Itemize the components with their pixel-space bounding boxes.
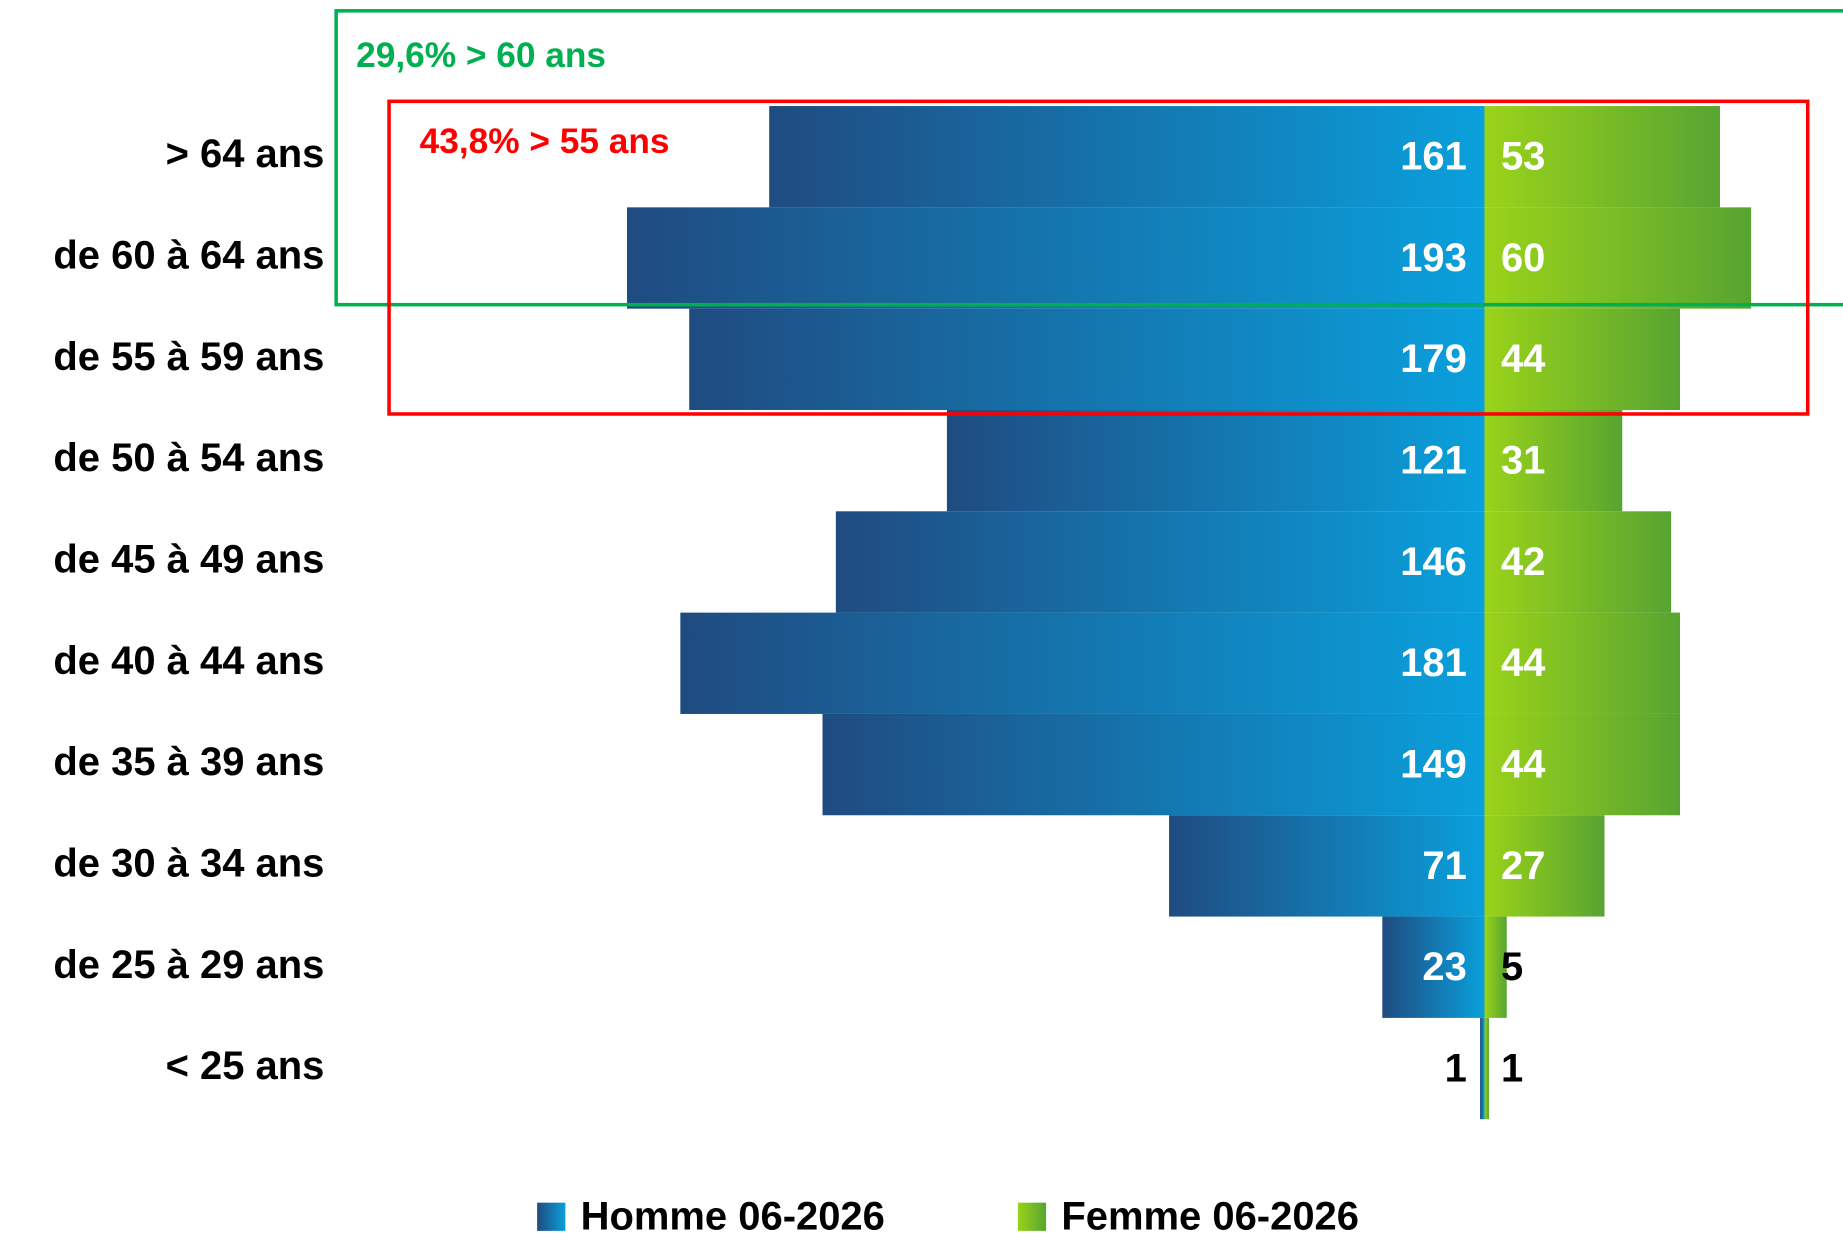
value-label: 193 [1400, 236, 1467, 280]
value-label: 146 [1400, 540, 1467, 584]
bar [1382, 916, 1485, 1018]
value-label: 121 [1400, 439, 1467, 483]
annotation: 43,8% > 55 ans [420, 122, 670, 161]
bar [680, 612, 1485, 714]
value-label: 27 [1501, 844, 1545, 888]
bar [1484, 1017, 1489, 1120]
bar [1480, 1017, 1485, 1120]
category-label: de 50 à 54 ans [53, 436, 324, 480]
bar [946, 409, 1485, 512]
category-label: de 45 à 49 ans [53, 538, 324, 582]
bar [1484, 916, 1507, 1018]
bar [1484, 409, 1623, 512]
annotation: 29,6% > 60 ans [356, 36, 606, 75]
bar [1169, 815, 1485, 917]
bar [689, 308, 1485, 410]
bar [1484, 612, 1680, 714]
category-label: de 55 à 59 ans [53, 335, 324, 379]
value-label: 149 [1400, 743, 1467, 787]
value-label: 44 [1501, 743, 1545, 787]
legend-swatch [1017, 1202, 1047, 1231]
bar [627, 207, 1485, 309]
value-label: 179 [1400, 337, 1467, 381]
value-label: 53 [1501, 135, 1545, 179]
value-label: 31 [1501, 439, 1545, 483]
bar [769, 106, 1485, 208]
value-label: 181 [1400, 641, 1467, 685]
value-label: 60 [1501, 236, 1545, 280]
bar [1484, 713, 1680, 816]
value-label: 161 [1400, 135, 1467, 179]
value-label: 44 [1501, 641, 1545, 685]
category-label: > 64 ans [166, 132, 325, 176]
value-label: 23 [1422, 945, 1466, 989]
annotation-box [334, 9, 1843, 307]
category-label: de 60 à 64 ans [53, 234, 324, 278]
category-label: de 35 à 39 ans [53, 740, 324, 784]
category-label: de 30 à 34 ans [53, 841, 324, 885]
bar [1484, 308, 1680, 410]
bar [1484, 207, 1752, 309]
value-label: 44 [1501, 337, 1545, 381]
value-label: 42 [1501, 540, 1545, 584]
value-label: 5 [1501, 945, 1523, 989]
category-label: < 25 ans [166, 1044, 325, 1088]
bar [1484, 511, 1672, 613]
value-label: 1 [1501, 1046, 1523, 1090]
value-label: 1 [1445, 1046, 1467, 1090]
bar [835, 511, 1485, 613]
bar [1484, 106, 1720, 208]
legend-label: Femme 06-2026 [1061, 1195, 1359, 1237]
bar [1484, 815, 1605, 917]
legend-label: Homme 06-2026 [581, 1195, 885, 1237]
category-label: de 40 à 44 ans [53, 639, 324, 683]
legend-swatch [537, 1202, 566, 1231]
value-label: 71 [1422, 844, 1466, 888]
bar [822, 713, 1485, 816]
category-label: de 25 à 29 ans [53, 943, 324, 987]
annotation-box [387, 99, 1810, 416]
